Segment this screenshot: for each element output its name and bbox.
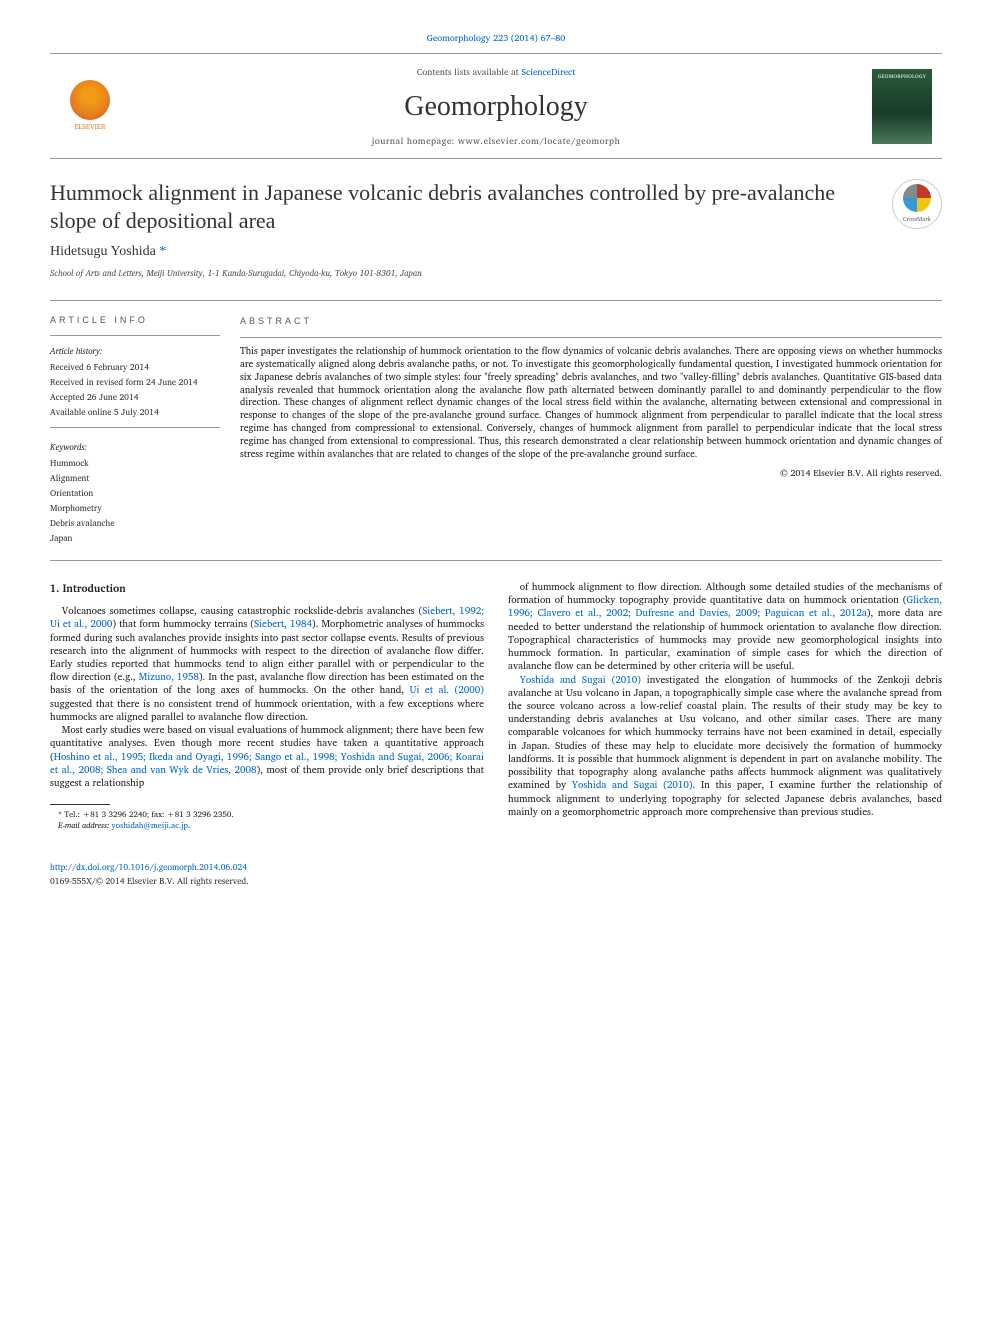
history-online: Available online 5 July 2014: [50, 405, 220, 419]
abstract-copyright: © 2014 Elsevier B.V. All rights reserved…: [240, 467, 942, 479]
intro-p1: Volcanoes sometimes collapse, causing ca…: [50, 605, 484, 724]
elsevier-tree-icon: [70, 80, 110, 120]
doi-link[interactable]: http://dx.doi.org/10.1016/j.geomorph.201…: [50, 860, 247, 874]
journal-name: Geomorphology: [130, 91, 862, 123]
history-revised: Received in revised form 24 June 2014: [50, 375, 220, 389]
body-columns: 1. Introduction Volcanoes sometimes coll…: [50, 581, 942, 830]
intro-p4: Yoshida and Sugai (2010) investigated th…: [508, 674, 942, 819]
affiliation: School of Arts and Letters, Meiji Univer…: [50, 266, 942, 280]
keyword: Hummock: [50, 456, 220, 470]
keyword: Debris avalanche: [50, 516, 220, 530]
crossmark-icon: [903, 184, 931, 212]
history-accepted: Accepted 26 June 2014: [50, 390, 220, 404]
abstract-label: ABSTRACT: [240, 315, 942, 327]
corresponding-mark[interactable]: *: [159, 244, 166, 259]
article-info: ARTICLE INFO Article history: Received 6…: [50, 315, 240, 546]
intro-p3: of hummock alignment to flow direction. …: [508, 581, 942, 674]
keyword: Orientation: [50, 486, 220, 500]
email-link[interactable]: yoshidah@meiji.ac.jp: [112, 818, 188, 832]
footnote-rule: [50, 804, 110, 805]
publisher-name: ELSEVIER: [74, 122, 105, 133]
page-footer: http://dx.doi.org/10.1016/j.geomorph.201…: [50, 860, 942, 888]
crossmark-label: CrossMark: [903, 214, 931, 224]
keyword: Morphometry: [50, 501, 220, 515]
title-row: Hummock alignment in Japanese volcanic d…: [50, 179, 942, 234]
abstract-block: ABSTRACT This paper investigates the rel…: [240, 315, 942, 546]
publisher-logo-slot: ELSEVIER: [50, 76, 130, 136]
contents-prefix: Contents lists available at: [417, 64, 522, 79]
info-rule-2: [50, 427, 220, 428]
section-heading-intro: 1. Introduction: [50, 581, 484, 595]
citation-line: Geomorphology 223 (2014) 67–80: [50, 30, 942, 45]
elsevier-logo: ELSEVIER: [60, 76, 120, 136]
journal-header: ELSEVIER Contents lists available at Sci…: [50, 53, 942, 159]
history-received: Received 6 February 2014: [50, 360, 220, 374]
author-name: Hidetsugu Yoshida: [50, 244, 156, 259]
crossmark-badge[interactable]: CrossMark: [892, 179, 942, 229]
sciencedirect-link[interactable]: ScienceDirect: [521, 64, 575, 79]
info-abstract-row: ARTICLE INFO Article history: Received 6…: [50, 300, 942, 561]
footnote-email: E-mail address: yoshidah@meiji.ac.jp.: [50, 820, 484, 830]
cover-thumb-slot: GEOMORPHOLOGY: [862, 69, 942, 144]
journal-cover-thumb: GEOMORPHOLOGY: [872, 69, 932, 144]
info-rule: [50, 335, 220, 336]
journal-homepage: journal homepage: www.elsevier.com/locat…: [130, 133, 862, 148]
homepage-prefix: journal homepage:: [372, 133, 458, 148]
keywords-label: Keywords:: [50, 440, 220, 454]
contents-line: Contents lists available at ScienceDirec…: [130, 64, 862, 79]
issn-copyright: 0169-555X/© 2014 Elsevier B.V. All right…: [50, 874, 249, 888]
keyword: Alignment: [50, 471, 220, 485]
author-line: Hidetsugu Yoshida *: [50, 244, 942, 260]
homepage-url[interactable]: www.elsevier.com/locate/geomorph: [458, 133, 620, 148]
header-center: Contents lists available at ScienceDirec…: [130, 64, 862, 148]
article-info-label: ARTICLE INFO: [50, 315, 220, 325]
email-label: E-mail address:: [58, 818, 112, 832]
abstract-text: This paper investigates the relationship…: [240, 346, 942, 461]
abstract-rule: [240, 337, 942, 338]
history-label: Article history:: [50, 344, 220, 358]
keyword: Japan: [50, 531, 220, 545]
intro-p2: Most early studies were based on visual …: [50, 724, 484, 790]
article-title: Hummock alignment in Japanese volcanic d…: [50, 179, 872, 234]
